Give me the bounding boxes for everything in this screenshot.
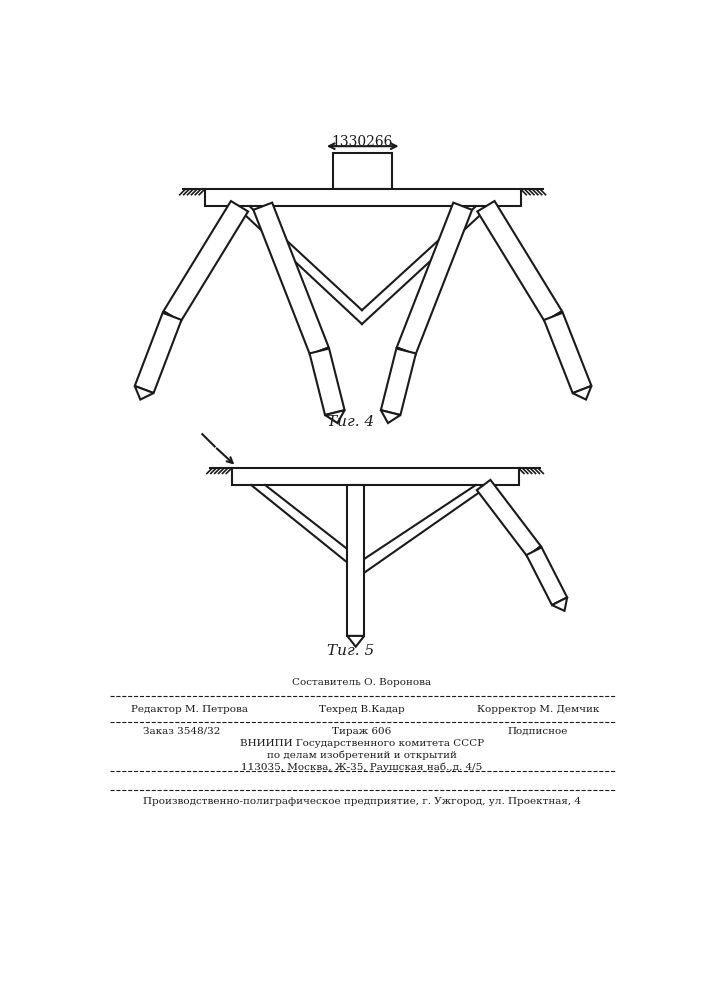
Text: Производственно-полиграфическое предприятие, г. Ужгород, ул. Проектная, 4: Производственно-полиграфическое предприя… — [143, 797, 581, 806]
Text: Подписное: Подписное — [508, 727, 568, 736]
Polygon shape — [204, 189, 521, 206]
Polygon shape — [347, 636, 364, 647]
Text: 113035, Москва, Ж-35, Раушская наб.,д. 4/5: 113035, Москва, Ж-35, Раушская наб.,д. 4… — [241, 762, 483, 772]
Polygon shape — [163, 201, 248, 322]
Polygon shape — [135, 313, 182, 393]
Text: ВНИИПИ Государственного комитета СССР: ВНИИПИ Государственного комитета СССР — [240, 739, 484, 748]
Text: по делам изобретений и открытий: по делам изобретений и открытий — [267, 750, 457, 760]
Polygon shape — [135, 386, 153, 400]
Polygon shape — [253, 203, 329, 355]
Polygon shape — [347, 485, 364, 636]
Polygon shape — [477, 480, 541, 556]
Polygon shape — [232, 468, 518, 485]
Polygon shape — [381, 349, 416, 415]
Polygon shape — [397, 347, 416, 361]
Text: Корректор М. Демчик: Корректор М. Демчик — [477, 705, 599, 714]
Polygon shape — [397, 203, 472, 355]
Polygon shape — [527, 547, 567, 605]
Polygon shape — [527, 546, 541, 560]
Text: Редактор М. Петрова: Редактор М. Петрова — [131, 705, 247, 714]
Polygon shape — [381, 410, 400, 423]
Text: Составитель О. Воронова: Составитель О. Воронова — [293, 678, 431, 687]
Polygon shape — [552, 597, 567, 611]
Text: 1330266: 1330266 — [332, 135, 392, 149]
Text: Техред В.Кадар: Техред В.Кадар — [319, 705, 405, 714]
Polygon shape — [573, 386, 592, 400]
Polygon shape — [333, 153, 392, 189]
Text: Заказ 3548/32: Заказ 3548/32 — [143, 727, 220, 736]
Polygon shape — [477, 201, 562, 322]
Polygon shape — [310, 349, 344, 415]
Text: Тираж 606: Тираж 606 — [332, 727, 392, 736]
Polygon shape — [325, 410, 344, 423]
Polygon shape — [163, 311, 181, 326]
Polygon shape — [310, 347, 329, 361]
Text: Τиг. 5: Τиг. 5 — [327, 644, 374, 658]
Polygon shape — [545, 311, 562, 326]
Polygon shape — [544, 313, 592, 393]
Text: Τиг. 4: Τиг. 4 — [327, 415, 374, 429]
